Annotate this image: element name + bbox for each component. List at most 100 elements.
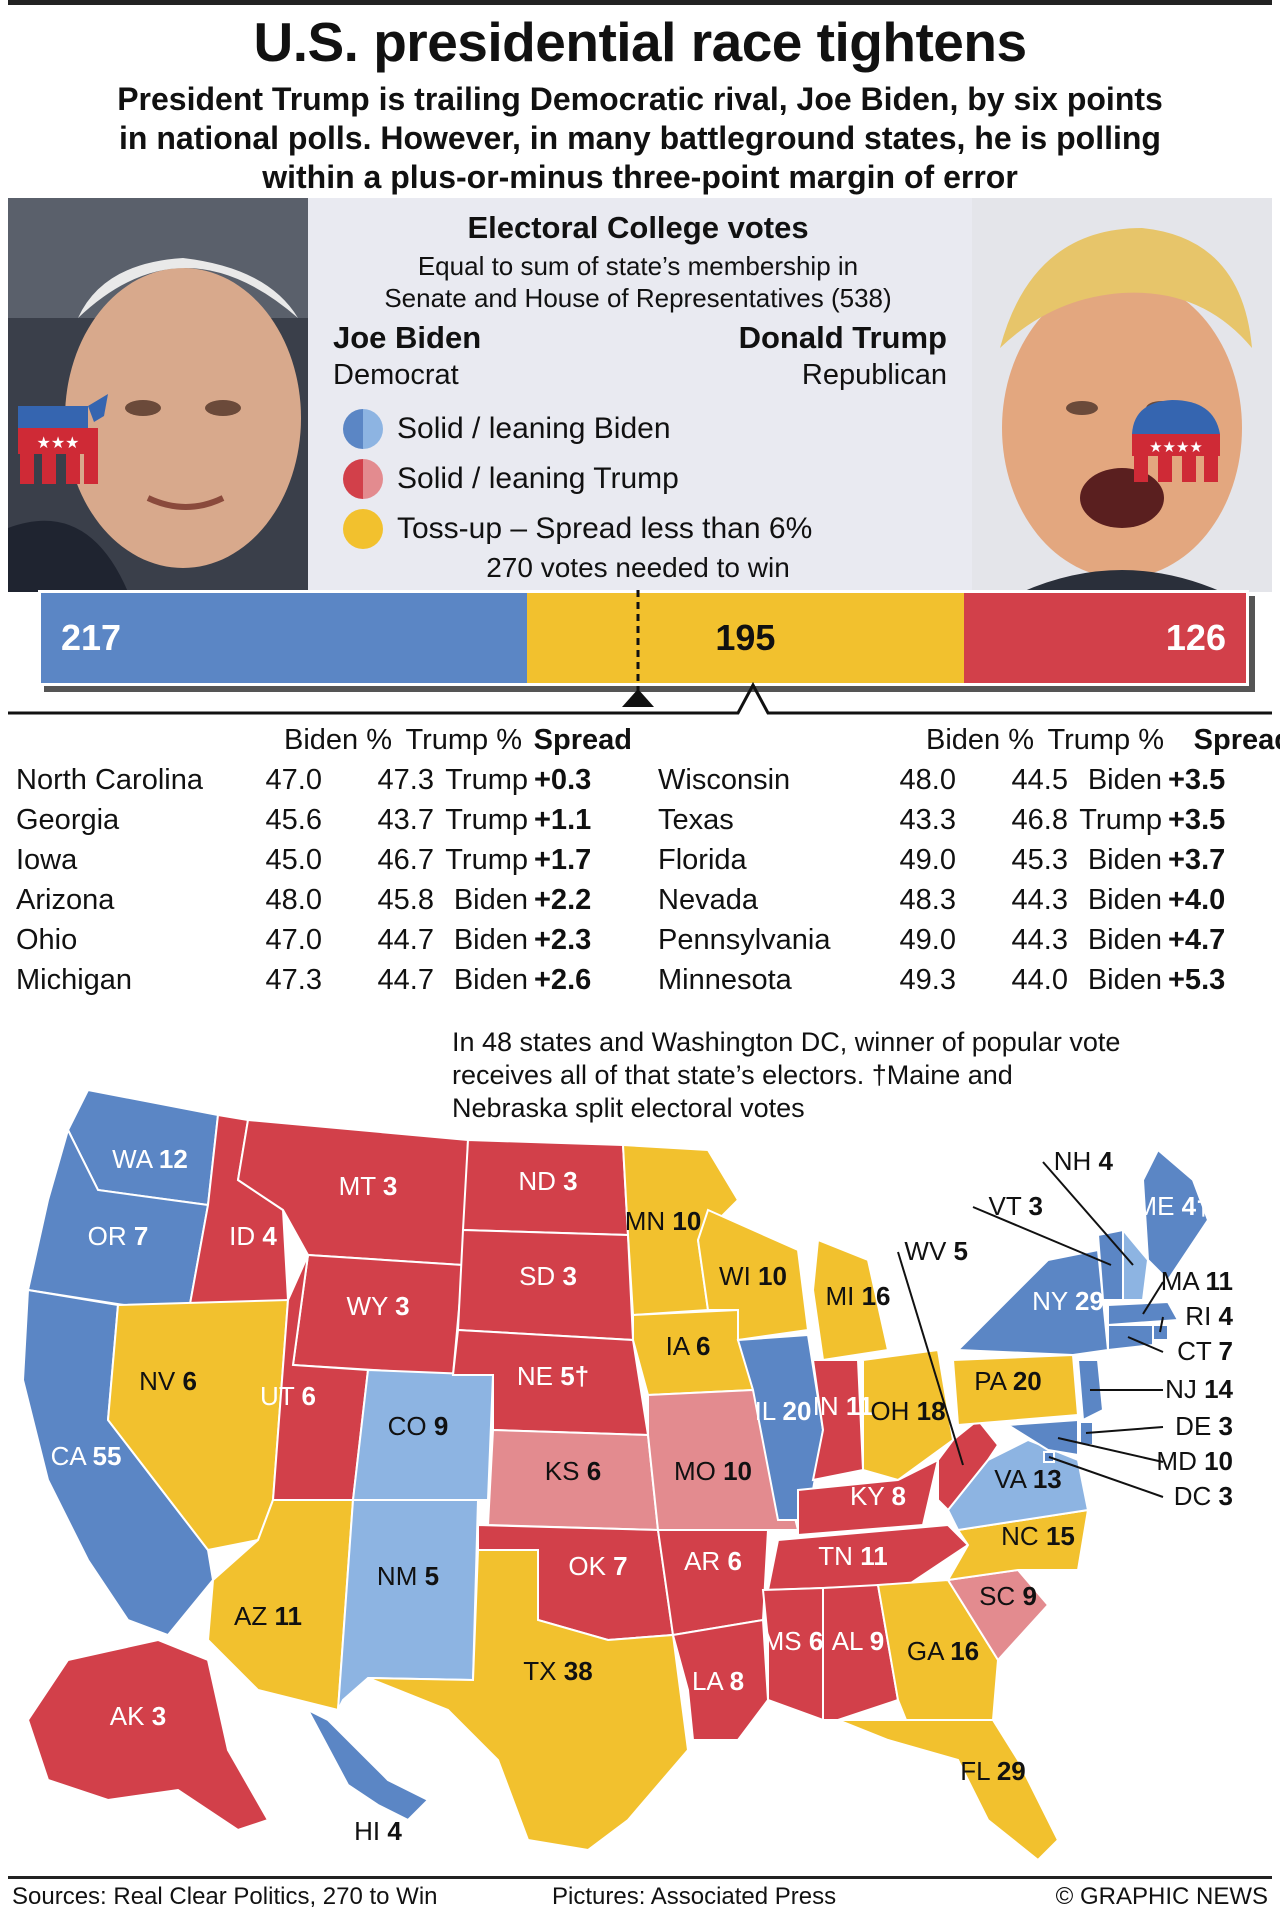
state-abbr: MT [339, 1171, 377, 1201]
state-abbr: IL [755, 1396, 776, 1426]
state-votes: 8 [891, 1481, 905, 1511]
legend-label: Solid / leaning Trump [397, 462, 679, 495]
state-votes: 12 [159, 1144, 188, 1174]
state-wi [696, 1208, 810, 1342]
header-biden: Biden % [283, 723, 392, 756]
state-votes: 16 [862, 1281, 891, 1311]
page-title: U.S. presidential race tightens [253, 11, 1027, 73]
state-label-ks: KS 6 [545, 1456, 601, 1486]
trump-pct: 44.7 [377, 923, 434, 956]
legend-item-biden: Solid / leaning Biden [343, 404, 812, 454]
state-label-az: AZ 11 [234, 1601, 302, 1631]
legend-swatch [343, 409, 383, 449]
state-votes: 3 [1219, 1411, 1233, 1441]
state-abbr: MO [674, 1456, 716, 1486]
electoral-subtitle-line: Senate and House of Representatives (538… [384, 283, 892, 313]
state-abbr: UT [260, 1381, 295, 1411]
poll-table-left: Biden % Trump % Spread North Carolina 47.… [16, 720, 632, 1000]
state-votes: 6 [301, 1381, 315, 1411]
biden-pct: 49.0 [899, 843, 956, 876]
spread-leader: Biden [1087, 923, 1162, 956]
state-votes: 18 [917, 1396, 946, 1426]
trump-pct: 46.8 [1011, 803, 1068, 836]
state-label-mi: MI 16 [825, 1281, 890, 1311]
state-abbr: ME [1135, 1191, 1174, 1221]
state-label-vt: VT 3 [989, 1191, 1043, 1221]
table-row: Georgia 45.6 43.7 Trump +1.1 [16, 800, 632, 840]
spread-value: +3.5 [1168, 803, 1226, 836]
leader-line [1057, 1437, 1164, 1463]
header-biden: Biden % [925, 723, 1034, 756]
state-abbr: MI [825, 1281, 854, 1311]
state-name: Florida [658, 843, 747, 876]
state-fl [837, 1719, 1060, 1862]
biden-photo [8, 198, 308, 592]
state-oh [862, 1348, 955, 1482]
state-abbr: NE [517, 1361, 553, 1391]
state-abbr: NH [1054, 1146, 1092, 1176]
subtitle: President Trump is trailing Democratic r… [28, 80, 1252, 197]
state-label-pa: PA 20 [974, 1366, 1041, 1396]
state-abbr: KS [545, 1456, 580, 1486]
elephant-icon: ★★★★ [1132, 400, 1220, 482]
state-votes: 15 [1046, 1521, 1075, 1551]
state-name: Pennsylvania [658, 923, 831, 956]
state-label-ct: CT 7 [1177, 1336, 1233, 1366]
spread-value: +4.7 [1168, 923, 1226, 956]
state-tn [766, 1523, 970, 1592]
table-row: Florida 49.0 45.3 Biden +3.7 [658, 840, 1280, 880]
state-votes: 29 [1075, 1286, 1104, 1316]
trump-name: Donald Trump [738, 320, 947, 355]
state-abbr: SC [979, 1581, 1015, 1611]
state-label-il: IL 20 [755, 1396, 812, 1426]
spread-value: +3.5 [1168, 763, 1226, 796]
state-abbr: MS [763, 1626, 802, 1656]
leader-line [1127, 1336, 1164, 1353]
state-abbr: NC [1001, 1521, 1039, 1551]
map-note-line: In 48 states and Washington DC, winner o… [452, 1027, 1121, 1057]
state-votes: 11 [860, 1541, 888, 1571]
state-name: Georgia [16, 803, 120, 836]
trump-pct: 45.8 [377, 883, 434, 916]
state-label-dc: DC 3 [1174, 1481, 1233, 1511]
electoral-panel: ★★★ ★★★★ Electoral College votes Equal t… [8, 198, 1272, 592]
map-note-line: receives all of that state’s electors. †… [452, 1060, 1013, 1090]
state-abbr: DE [1175, 1411, 1211, 1441]
state-label-ga: GA 16 [907, 1636, 979, 1666]
state-abbr: DC [1174, 1481, 1212, 1511]
state-md [1004, 1418, 1079, 1457]
state-votes: 16 [950, 1636, 979, 1666]
biden-pct: 47.3 [265, 963, 322, 996]
state-label-de: DE 3 [1175, 1411, 1233, 1441]
state-votes: 4 [387, 1816, 402, 1846]
table-row: Pennsylvania 49.0 44.3 Biden +4.7 [658, 920, 1280, 960]
biden-pct: 48.0 [899, 763, 956, 796]
legend: Solid / leaning Biden Solid / leaning Tr… [343, 404, 812, 554]
state-name: Minnesota [658, 963, 792, 996]
state-votes: 5† [560, 1361, 589, 1391]
state-label-nm: NM 5 [377, 1561, 439, 1591]
state-ky [797, 1458, 940, 1537]
state-abbr: NJ [1165, 1374, 1197, 1404]
state-label-in: IN 11 [813, 1391, 874, 1421]
state-votes: 4† [1182, 1191, 1211, 1221]
state-votes: 3 [563, 1166, 577, 1196]
state-abbr: FL [960, 1756, 990, 1786]
state-abbr: AK [110, 1701, 145, 1731]
biden-pct: 45.0 [265, 843, 322, 876]
state-label-mt: MT 3 [339, 1171, 398, 1201]
spread-value: +2.3 [534, 923, 592, 956]
state-votes: 10 [1204, 1446, 1233, 1476]
table-row: Ohio 47.0 44.7 Biden +2.3 [16, 920, 632, 960]
spread-value: +2.6 [534, 963, 592, 996]
state-name: Michigan [16, 963, 133, 996]
table-row: Iowa 45.0 46.7 Trump +1.7 [16, 840, 632, 880]
state-ms [761, 1586, 824, 1722]
state-label-nh: NH 4 [1054, 1146, 1114, 1176]
donkey-icon: ★★★ [18, 394, 108, 484]
state-abbr: PA [974, 1366, 1007, 1396]
table-row: Arizona 48.0 45.8 Biden +2.2 [16, 880, 632, 920]
state-label-oh: OH 18 [870, 1396, 945, 1426]
biden-pct: 49.0 [899, 923, 956, 956]
